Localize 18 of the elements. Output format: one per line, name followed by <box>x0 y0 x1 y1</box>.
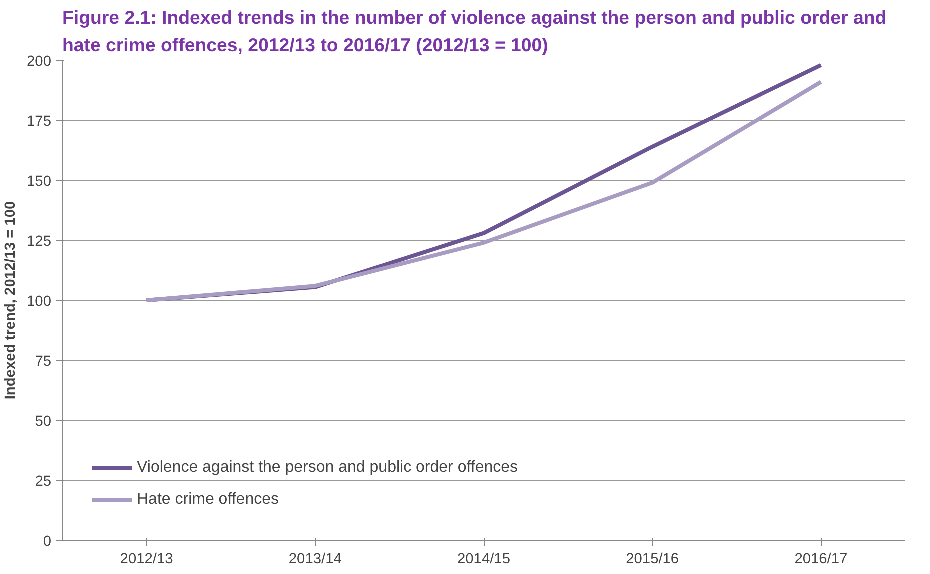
y-axis-title: Indexed trend, 2012/13 = 100 <box>3 201 20 400</box>
legend-label: Violence against the person and public order offences <box>137 459 518 477</box>
x-tick-label: 2013/14 <box>288 552 342 568</box>
x-tick-label: 2015/16 <box>626 552 680 568</box>
legend-label: Hate crime offences <box>137 491 279 509</box>
x-tick-label: 2016/17 <box>794 552 848 568</box>
chart-title: Figure 2.1: Indexed trends in the number of violence against the person and public order and hate crime offences, 2012/13 to 2016/17 (2012/13 = 100) <box>62 7 887 56</box>
y-tick-label: 0 <box>43 534 52 550</box>
y-tick-label: 50 <box>35 414 52 430</box>
y-tick-label: 125 <box>27 234 52 250</box>
x-tick-label: 2012/13 <box>120 552 174 568</box>
y-tick-label: 150 <box>27 174 52 190</box>
y-tick-label: 100 <box>27 294 52 310</box>
y-tick-label: 175 <box>27 114 52 130</box>
x-tick-label: 2014/15 <box>458 552 510 568</box>
y-tick-label: 200 <box>27 54 52 70</box>
y-tick-label: 25 <box>35 474 52 490</box>
y-tick-label: 75 <box>35 354 52 370</box>
